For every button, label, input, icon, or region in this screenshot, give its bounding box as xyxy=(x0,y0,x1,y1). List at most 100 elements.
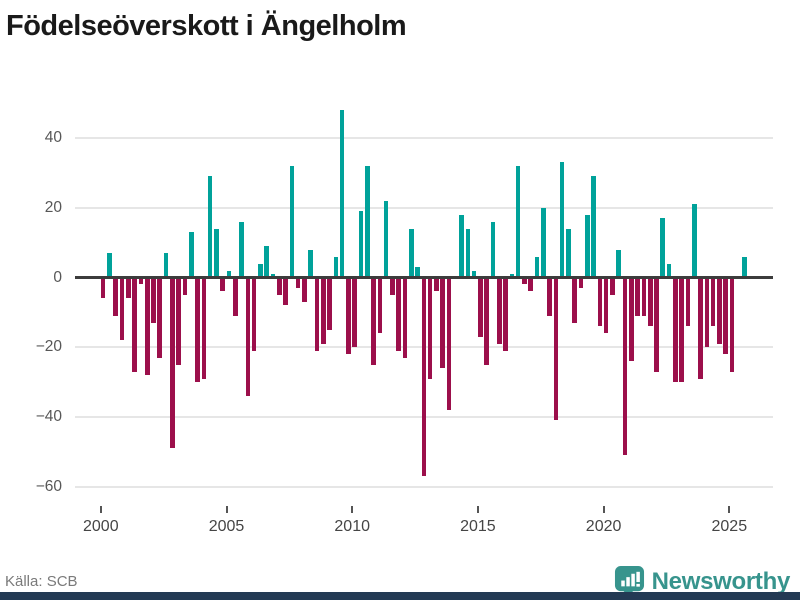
bar xyxy=(515,165,521,278)
bar xyxy=(264,246,269,278)
bar xyxy=(364,165,370,278)
bar xyxy=(151,277,156,323)
bar xyxy=(654,277,659,372)
bar xyxy=(201,277,207,379)
bar xyxy=(723,277,728,355)
bar xyxy=(553,277,559,421)
bar xyxy=(390,277,395,295)
bar xyxy=(629,277,634,362)
bar xyxy=(440,277,446,369)
bar xyxy=(220,277,225,292)
bar xyxy=(509,274,515,278)
bar xyxy=(157,277,163,358)
bar xyxy=(170,277,175,449)
bar xyxy=(471,270,477,278)
bar xyxy=(195,277,200,383)
x-axis-tick-mark xyxy=(476,506,479,513)
bar xyxy=(415,267,420,278)
bar xyxy=(729,277,735,372)
bar xyxy=(138,277,144,285)
bar xyxy=(352,277,357,348)
bar xyxy=(497,277,502,344)
bar xyxy=(320,277,326,344)
y-axis-tick-label: 20 xyxy=(44,198,62,216)
bar xyxy=(396,277,401,351)
bar xyxy=(616,249,622,278)
source-caption: Källa: SCB xyxy=(5,573,78,590)
bar xyxy=(635,277,640,316)
bar xyxy=(484,277,490,365)
bar xyxy=(559,162,565,278)
bar xyxy=(239,221,244,278)
bar xyxy=(610,277,615,295)
bar xyxy=(371,277,376,365)
bar xyxy=(126,277,131,299)
bar xyxy=(591,176,596,278)
bar xyxy=(276,277,282,295)
bar xyxy=(427,277,433,379)
bar xyxy=(383,200,389,278)
bar xyxy=(534,256,540,278)
x-axis-tick-label: 2015 xyxy=(460,518,496,535)
bar xyxy=(572,277,578,323)
y-axis-tick-label: −40 xyxy=(35,407,62,425)
bar xyxy=(459,214,464,278)
bar xyxy=(641,277,647,316)
bar xyxy=(289,165,295,278)
x-axis-tick-label: 2020 xyxy=(585,518,622,535)
x-axis-tick-label: 2025 xyxy=(711,518,748,535)
newsworthy-logo-text: Newsworthy xyxy=(651,567,791,595)
chart-title: Födelseöverskott i Ängelholm xyxy=(6,10,407,42)
bar xyxy=(270,274,276,278)
bar xyxy=(717,277,722,344)
bar xyxy=(100,277,106,299)
bar xyxy=(308,249,313,278)
bar xyxy=(522,277,527,285)
x-axis-tick-label: 2010 xyxy=(334,518,370,535)
bar xyxy=(434,277,439,292)
bar xyxy=(346,277,351,355)
plot-area: 40 20 0 −20 −40 −60 2000 2005 2010 2015 2020 2025 xyxy=(35,110,773,535)
bar xyxy=(673,277,678,383)
bar xyxy=(698,277,703,379)
bar xyxy=(704,277,710,348)
bar xyxy=(295,277,301,288)
bar xyxy=(113,277,119,316)
bar xyxy=(245,277,251,396)
bar xyxy=(597,277,603,327)
bar xyxy=(578,277,584,288)
bar xyxy=(107,253,112,278)
bar xyxy=(710,277,716,327)
bar xyxy=(528,277,534,292)
bar xyxy=(339,110,345,278)
newsworthy-logo: Newsworthy xyxy=(614,565,790,598)
y-axis-tick-label: −20 xyxy=(35,338,62,356)
bar xyxy=(622,277,628,456)
bar xyxy=(446,277,452,410)
bar xyxy=(163,253,169,278)
bar xyxy=(566,228,571,278)
bar xyxy=(226,270,232,278)
bar xyxy=(691,204,697,278)
bar xyxy=(232,277,238,316)
x-axis-tick-mark xyxy=(728,506,731,513)
bar xyxy=(465,228,471,278)
x-axis-tick-label: 2000 xyxy=(83,518,119,535)
bar xyxy=(258,263,263,278)
bar xyxy=(685,277,691,327)
x-axis-tick-label: 2005 xyxy=(208,518,245,535)
bar xyxy=(144,277,150,376)
gridline xyxy=(75,206,773,209)
bar xyxy=(660,218,666,278)
bar xyxy=(503,277,508,351)
bar xyxy=(408,228,414,278)
bar xyxy=(585,214,590,278)
bar xyxy=(302,277,307,302)
bar xyxy=(119,277,125,341)
y-axis-tick-label: 40 xyxy=(44,129,62,147)
bar xyxy=(176,277,181,365)
bar xyxy=(377,277,383,334)
bar xyxy=(182,277,188,295)
x-axis-tick-mark xyxy=(225,506,228,513)
